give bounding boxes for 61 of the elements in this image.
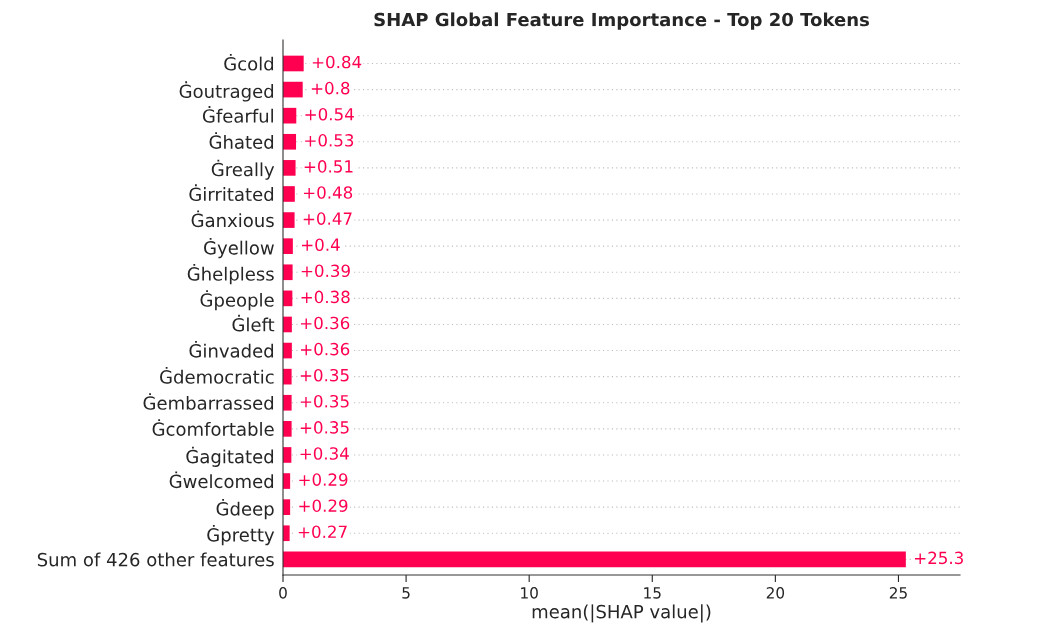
bar (283, 55, 304, 72)
bar (283, 133, 297, 150)
data-label: +0.35 (300, 368, 349, 382)
data-label: +0.38 (301, 290, 350, 304)
bar (283, 186, 295, 202)
data-label: +0.36 (301, 316, 350, 330)
x-tick-label: 15 (644, 587, 661, 599)
bar (283, 264, 293, 281)
x-axis-title: mean(|SHAP value|) (532, 604, 711, 623)
bar (283, 238, 293, 254)
y-tick-label: Ġhelpless (187, 264, 274, 285)
y-tick-label: Ġwelcomed (169, 471, 274, 489)
bar (283, 421, 292, 437)
data-label: +0.35 (300, 394, 349, 408)
bar (283, 394, 292, 411)
y-tick-label: Ġembarrassed (143, 393, 274, 410)
y-tick-label: Ġpeople (200, 290, 274, 311)
data-label: +0.47 (303, 212, 352, 225)
data-label: +0.48 (303, 186, 353, 199)
x-tick-label: 20 (766, 587, 785, 599)
data-label: +0.35 (300, 421, 349, 434)
data-label: +0.53 (305, 134, 354, 147)
data-label: +0.34 (300, 447, 349, 460)
chart-title: SHAP Global Feature Importance - Top 20 Tokens (374, 12, 869, 30)
y-tick-label: Ġhated (209, 132, 274, 149)
y-tick-label: Sum of 426 other features (37, 552, 274, 567)
x-tick-label: 10 (521, 587, 538, 599)
data-label: +0.29 (299, 473, 348, 486)
bar (283, 551, 906, 568)
bar (283, 160, 296, 176)
y-tick-label: Ġdemocratic (160, 367, 274, 384)
bar (283, 525, 290, 542)
data-label: +0.4 (302, 238, 340, 252)
data-label: +25.3 (914, 551, 963, 565)
data-label: +0.36 (301, 342, 350, 356)
y-tick-label: Ġleft (232, 314, 275, 332)
x-tick-label: 5 (402, 587, 410, 599)
data-label: +0.27 (298, 525, 347, 539)
y-tick-label: Ġdeep (216, 498, 274, 520)
y-tick-label: Ġpretty (207, 525, 275, 546)
y-tick-label: Ġoutraged (179, 81, 274, 102)
data-label: +0.84 (312, 55, 362, 69)
data-label: +0.8 (311, 81, 350, 95)
data-label: +0.51 (304, 160, 353, 173)
x-tick-label: 25 (889, 587, 907, 599)
y-tick-label: Ġcomfortable (152, 419, 274, 436)
data-label: +0.39 (301, 264, 350, 278)
bar (283, 81, 303, 98)
y-tick-label: Ġreally (211, 159, 275, 180)
bar (283, 212, 295, 228)
data-label: +0.54 (305, 107, 354, 121)
x-tick-label: 0 (279, 587, 287, 599)
y-tick-label: Ġagitated (186, 446, 274, 467)
y-tick-label: Ġcold (224, 53, 274, 71)
y-tick-label: Ġfearful (202, 106, 273, 123)
bar (283, 107, 297, 124)
y-tick-label: Ġyellow (204, 237, 274, 259)
y-tick-label: Ġirritated (189, 184, 274, 202)
y-tick-label: Ġinvaded (189, 340, 274, 358)
y-tick-label: Ġanxious (191, 210, 274, 228)
data-label: +0.29 (299, 499, 348, 512)
